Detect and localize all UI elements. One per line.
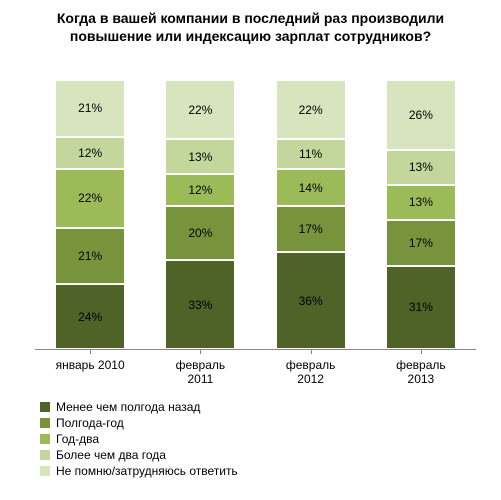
bar-column: 21% 12% 22% 21% 24% — [55, 80, 125, 349]
x-axis-label: январь 2010 — [56, 354, 125, 372]
bar-segment-label: 31% — [409, 300, 433, 314]
bar-segment-label: 17% — [409, 236, 433, 250]
legend-item: Полгода-год — [40, 416, 238, 430]
legend-swatch — [40, 402, 50, 412]
bar-segment-label: 21% — [78, 249, 102, 263]
bar-column: 22% 13% 12% 20% 33% — [165, 80, 235, 349]
legend: Менее чем полгода назад Полгода-год Год-дв… — [40, 398, 238, 480]
legend-label: Не помню/затрудняюсь ответить — [56, 464, 238, 478]
bar-segment-label: 14% — [299, 181, 323, 195]
bar-segment: 22% — [55, 169, 125, 228]
legend-item: Не помню/затрудняюсь ответить — [40, 464, 238, 478]
bar-segment-label: 22% — [299, 103, 323, 117]
x-axis-label: февраль 2012 — [276, 354, 346, 386]
bar-segment-label: 22% — [188, 103, 212, 117]
bar-segment-label: 24% — [78, 310, 102, 324]
bar-segment: 13% — [386, 150, 456, 185]
bar-segment: 17% — [276, 206, 346, 252]
x-axis-label: февраль 2013 — [386, 354, 456, 386]
legend-swatch — [40, 450, 50, 460]
legend-swatch — [40, 418, 50, 428]
legend-swatch — [40, 434, 50, 444]
bar-segment: 24% — [55, 284, 125, 349]
legend-label: Менее чем полгода назад — [56, 400, 200, 414]
bar-segment: 14% — [276, 169, 346, 207]
legend-item: Год-два — [40, 432, 238, 446]
bar-segment: 12% — [165, 174, 235, 206]
bar-segment: 11% — [276, 139, 346, 169]
bar-segment: 12% — [55, 137, 125, 169]
bar-segment: 36% — [276, 252, 346, 349]
bar-segment-label: 20% — [188, 226, 212, 240]
bar-segment-label: 33% — [188, 298, 212, 312]
bar-column: 22% 11% 14% 17% 36% — [276, 80, 346, 349]
bar-segment: 22% — [165, 80, 235, 139]
legend-swatch — [40, 466, 50, 476]
bar-segment: 33% — [165, 260, 235, 349]
bar-segment-label: 13% — [188, 150, 212, 164]
bar-segment: 31% — [386, 266, 456, 349]
legend-label: Полгода-год — [56, 416, 124, 430]
bar-segment-label: 17% — [299, 222, 323, 236]
bar-segment: 22% — [276, 80, 346, 139]
bar-segment-label: 13% — [409, 195, 433, 209]
bar-segment-label: 11% — [299, 147, 322, 161]
bar-segment-label: 22% — [78, 191, 102, 205]
x-axis-labels: январь 2010 февраль 2011 февраль 2012 февра… — [35, 354, 476, 388]
bar-column: 26% 13% 13% 17% 31% — [386, 80, 456, 349]
legend-label: Год-два — [56, 432, 99, 446]
bar-segment-label: 12% — [188, 183, 212, 197]
bar-segment-label: 26% — [409, 108, 433, 122]
bar-segment-label: 21% — [78, 101, 102, 115]
bar-segment-label: 12% — [78, 146, 102, 160]
bar-segment: 21% — [55, 80, 125, 136]
bar-segment: 26% — [386, 80, 456, 150]
x-axis-label: февраль 2011 — [165, 354, 235, 386]
bar-segment-label: 13% — [409, 160, 433, 174]
bar-segment: 13% — [165, 139, 235, 174]
chart-plot-area: 21% 12% 22% 21% 24% 22% 13% 12% 20% 33% 22% 11% 14% 1… — [35, 80, 476, 350]
bar-segment: 21% — [55, 228, 125, 284]
bar-segment: 20% — [165, 206, 235, 260]
legend-item: Более чем два года — [40, 448, 238, 462]
bar-segment-label: 36% — [299, 294, 323, 308]
legend-label: Более чем два года — [56, 448, 166, 462]
legend-item: Менее чем полгода назад — [40, 400, 238, 414]
bar-segment: 13% — [386, 185, 456, 220]
bar-segment: 17% — [386, 220, 456, 266]
chart-title: Когда в вашей компании в последний раз п… — [0, 0, 501, 45]
